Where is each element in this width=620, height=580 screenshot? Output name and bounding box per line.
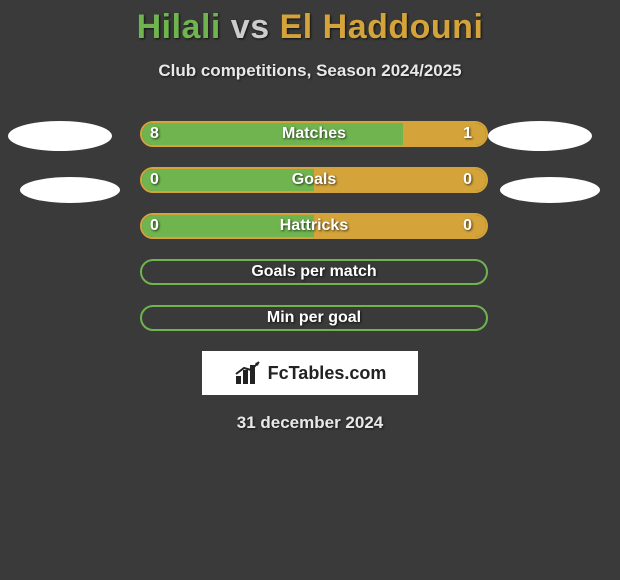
stat-bar: Goals [140,167,488,193]
stat-row: Goals per match [0,259,620,285]
stat-value-right: 0 [442,167,472,193]
logo-text: FcTables.com [268,363,387,384]
stat-value-right: 0 [442,213,472,239]
logo-box: FcTables.com [202,351,418,395]
stats-rows: Matches81Goals00Hattricks00Goals per mat… [0,121,620,331]
stat-value-right: 1 [442,121,472,147]
decorative-ellipse [488,121,592,151]
date-text: 31 december 2024 [0,413,620,433]
stat-value-left: 0 [150,167,180,193]
page-title: Hilali vs El Haddouni [0,0,620,47]
title-player2: El Haddouni [280,8,484,46]
stat-value-left: 0 [150,213,180,239]
stat-label: Goals per match [142,261,486,283]
stat-label: Goals [142,169,486,191]
stat-row: Hattricks0 0 [0,213,620,239]
decorative-ellipse [500,177,600,203]
stat-bar: Min per goal [140,305,488,331]
title-vs: vs [231,8,270,46]
stat-bar: Hattricks [140,213,488,239]
subtitle: Club competitions, Season 2024/2025 [0,61,620,81]
stat-label: Hattricks [142,215,486,237]
decorative-ellipse [8,121,112,151]
stat-label: Matches [142,123,486,145]
stat-label: Min per goal [142,307,486,329]
stat-bar: Matches [140,121,488,147]
bars-icon [234,360,264,386]
stat-value-left: 8 [150,121,180,147]
stat-row: Min per goal [0,305,620,331]
title-player1: Hilali [137,8,221,46]
stat-bar: Goals per match [140,259,488,285]
decorative-ellipse [20,177,120,203]
